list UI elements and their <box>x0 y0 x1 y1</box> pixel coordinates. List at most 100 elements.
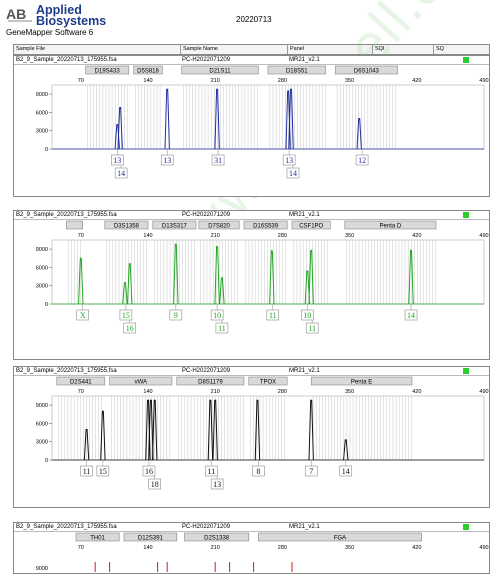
y-tick-label: 3000 <box>36 440 48 446</box>
marker-bin: D2S1338 <box>184 532 250 542</box>
marker-label: D3S1358 <box>114 224 140 230</box>
panel-info-row: B2_9_Sample_20220713_175955.fsa PC-H2022… <box>14 211 489 220</box>
allele-call: 9 <box>174 311 178 320</box>
marker-bin: D18S51 <box>267 65 326 75</box>
x-tick-label: 490 <box>479 233 488 239</box>
peak <box>288 88 294 150</box>
peak <box>214 246 220 305</box>
trace-plot[interactable]: D2S441 vWA D8S1179 TPOX Penta E70 140 210 280 35… <box>14 376 489 506</box>
peak <box>254 399 261 461</box>
plot-frame <box>51 84 485 150</box>
allele-box <box>123 322 137 334</box>
company-name: Applied Biosystems <box>36 3 106 28</box>
column-sample-name[interactable]: Sample Name <box>181 45 288 54</box>
electropherogram-panel: B2_9_Sample_20220713_175955.fsa PC-H2022… <box>13 55 490 197</box>
allele-call: 11 <box>218 324 226 333</box>
marker-bin: D5S818 <box>133 65 163 75</box>
status-indicator <box>463 57 469 63</box>
panel-info-row: B2_9_Sample_20220713_175955.fsa PC-H2022… <box>14 523 489 532</box>
column-sample-file[interactable]: Sample File <box>14 45 181 54</box>
marker-bin: CSF1PO <box>291 220 331 230</box>
marker-label: D21S11 <box>209 69 231 75</box>
allele-call: 13 <box>285 156 293 165</box>
peak <box>269 250 275 305</box>
allele-box <box>355 154 369 166</box>
peak <box>78 257 84 305</box>
allele-box <box>215 322 229 334</box>
x-tick-label: 350 <box>345 389 354 395</box>
peak <box>408 249 414 305</box>
status-indicator <box>463 524 469 530</box>
marker-bin: D6S1043 <box>334 65 398 75</box>
column-panel[interactable]: Panel <box>288 45 373 54</box>
x-tick-label: 210 <box>211 389 220 395</box>
marker-label: D19S433 <box>95 69 121 75</box>
trace-plot[interactable]: TH01 D12S391 D2S1338 FGA 70 140 210 280 350 420 49… <box>14 532 489 572</box>
marker-label: TPOX <box>260 380 276 386</box>
x-tick-label: 420 <box>412 78 421 84</box>
allele-box <box>76 309 89 321</box>
allele-call: 14 <box>289 169 297 178</box>
allele-box <box>169 309 183 321</box>
peak <box>127 263 133 305</box>
allele-call: 16 <box>145 467 153 476</box>
peak <box>212 399 218 461</box>
x-tick-label: 350 <box>345 78 354 84</box>
peak <box>100 410 106 461</box>
run-date: 20220713 <box>236 15 272 24</box>
marker-box <box>184 532 250 542</box>
allele-box <box>210 478 224 490</box>
marker-box <box>104 220 149 230</box>
peak <box>164 88 170 150</box>
marker-bin: D21S11 <box>181 65 259 75</box>
trace-plot[interactable]: D3S1358 D13S317 D7S820 D16S539 CSF1PO Penta D… <box>14 220 489 358</box>
allele-call: 7 <box>309 467 313 476</box>
y-tick-label: 9000 <box>36 403 48 409</box>
allele-call: 10 <box>303 311 311 320</box>
marker-box <box>344 220 437 230</box>
y-tick-label: 0 <box>45 458 48 464</box>
allele-box <box>282 154 296 166</box>
marker-bin: D12S391 <box>123 532 178 542</box>
peak <box>308 399 314 461</box>
marker-label: D18S51 <box>286 69 308 75</box>
y-tick-label: 6000 <box>36 110 48 116</box>
x-tick-label: 490 <box>479 389 488 395</box>
marker-bin: D13S317 <box>152 220 197 230</box>
sample-file: B2_9_Sample_20220713_175955.fsa <box>16 57 117 63</box>
allele-box <box>252 465 265 477</box>
marker-box <box>133 65 163 75</box>
company-name-line1: Applied <box>36 3 82 17</box>
marker-box <box>176 376 245 386</box>
allele-call: 11 <box>208 467 216 476</box>
marker-bin: Penta E <box>310 376 413 386</box>
peak <box>214 88 220 150</box>
panel-name: MR21_v2.1 <box>289 212 320 218</box>
allele-call: 11 <box>83 467 91 476</box>
allele-box <box>119 309 133 321</box>
x-tick-label: 280 <box>278 233 287 239</box>
status-indicator <box>463 368 469 374</box>
marker-bin: TH01 <box>75 532 120 542</box>
marker-box <box>66 220 83 230</box>
column-sq[interactable]: SQ <box>436 46 444 52</box>
allele-box <box>142 465 156 477</box>
allele-call: X <box>80 311 86 320</box>
marker-label: D8S1179 <box>198 380 223 386</box>
panel-name: MR21_v2.1 <box>289 368 320 374</box>
column-sqi[interactable]: SQI <box>373 45 434 54</box>
x-tick-label: 70 <box>78 545 84 551</box>
x-tick-label: 420 <box>412 233 421 239</box>
allele-box <box>80 465 93 477</box>
allele-call: 12 <box>358 156 366 165</box>
marker-bin: D3S1358 <box>104 220 149 230</box>
marker-bin: D19S433 <box>85 65 130 75</box>
x-tick-label: 350 <box>345 233 354 239</box>
peak <box>304 270 311 305</box>
marker-label: Penta E <box>351 380 372 386</box>
sample-name: PC-H2022071209 <box>182 368 231 374</box>
marker-bin <box>66 220 83 230</box>
peak <box>152 399 158 461</box>
panel-info-row: B2_9_Sample_20220713_175955.fsa PC-H2022… <box>14 367 489 376</box>
